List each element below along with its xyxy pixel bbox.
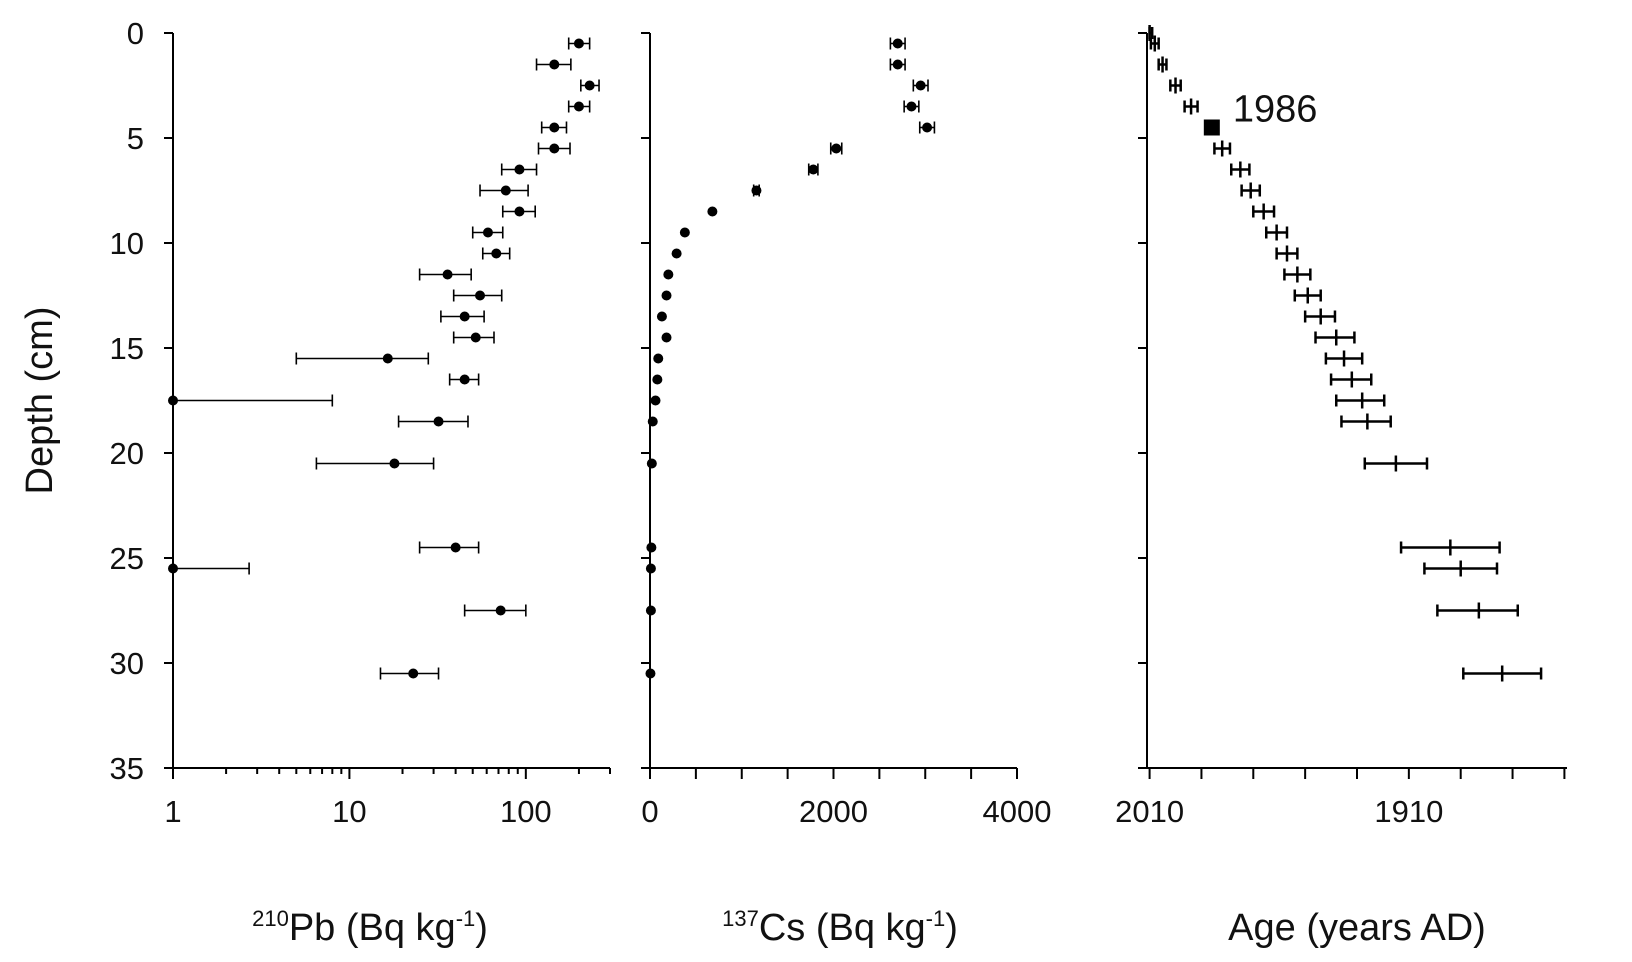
x-tick-label: 1 [164,794,181,829]
title-end: ) [945,907,958,949]
data-point [892,59,903,70]
title-superscript: 210 [252,906,289,931]
data-point [495,605,506,616]
data-point [661,290,672,301]
y-axis-tick-labels: 0 5 10 15 20 25 30 35 [110,16,144,786]
y-axis-title: Depth (cm) [19,307,61,495]
title-superscript-unit: -1 [926,906,946,931]
data-point [661,332,672,343]
panel-age: 2010 1910 1986 [1115,25,1567,829]
x-tick-label: 2010 [1115,794,1184,829]
y-tick-label: 20 [110,436,144,471]
data-point [573,101,584,112]
data-point [647,416,658,427]
x-tick-label: 1910 [1374,794,1443,829]
title-superscript-unit: -1 [456,906,476,931]
x-axis-title-cs137: 137Cs (Bq kg-1) [722,906,958,949]
data-point [671,248,682,259]
x-tick-label: 10 [332,794,366,829]
x-tick-label: 4000 [983,794,1052,829]
x-tick-label: 2000 [799,794,868,829]
x-axis-title-age: Age (years AD) [1228,907,1486,949]
data-point [470,332,481,343]
data-point [892,38,903,49]
data-point [707,206,718,217]
data-point [491,248,502,259]
y-tick-label: 5 [127,121,144,156]
y-tick-label: 25 [110,541,144,576]
data-point [652,374,663,385]
title-main: Cs (Bq kg [759,907,926,949]
data-point [514,206,525,217]
data-point [408,668,419,679]
data-point [382,353,393,364]
data-point [645,563,656,574]
y-tick-label: 10 [110,226,144,261]
data-point [922,122,933,133]
data-point [646,458,657,469]
panel-cs137: 0 2000 4000 [641,32,1052,829]
data-point [475,290,486,301]
data-point [915,80,926,91]
data-point [650,395,661,406]
y-tick-label: 30 [110,646,144,681]
data-point [389,458,400,469]
y-tick-label: 35 [110,751,144,786]
data-point [459,374,470,385]
y-tick-label: 0 [127,16,144,51]
data-point [168,395,178,406]
data-point [584,80,595,91]
data-point [459,311,470,322]
data-point [442,269,453,280]
data-point [482,227,493,238]
data-point [663,269,674,280]
data-point [433,416,444,427]
marker-1986-square [1203,119,1220,136]
data-point [645,668,656,679]
data-point [514,164,525,175]
data-point [656,311,667,322]
data-point [549,122,560,133]
data-point [906,101,917,112]
title-main: Pb (Bq kg [289,907,456,949]
data-point [549,143,560,154]
data-point [573,38,584,49]
panel-pb210: 1 10 100 [164,32,611,829]
data-point [500,185,511,196]
data-point [645,605,656,616]
x-axis-title-pb210: 210Pb (Bq kg-1) [252,906,488,949]
data-point [549,59,560,70]
data-point [751,185,762,196]
title-end: ) [475,907,488,949]
data-point [653,353,664,364]
data-point [168,563,178,574]
x-tick-label: 100 [500,794,552,829]
y-tick-label: 15 [110,331,144,366]
data-point [679,227,690,238]
data-point [646,542,657,553]
title-superscript: 137 [722,906,759,931]
data-point [450,542,461,553]
data-point [808,164,819,175]
x-tick-label: 0 [641,794,658,829]
data-point [831,143,842,154]
marker-1986-label: 1986 [1233,89,1318,131]
